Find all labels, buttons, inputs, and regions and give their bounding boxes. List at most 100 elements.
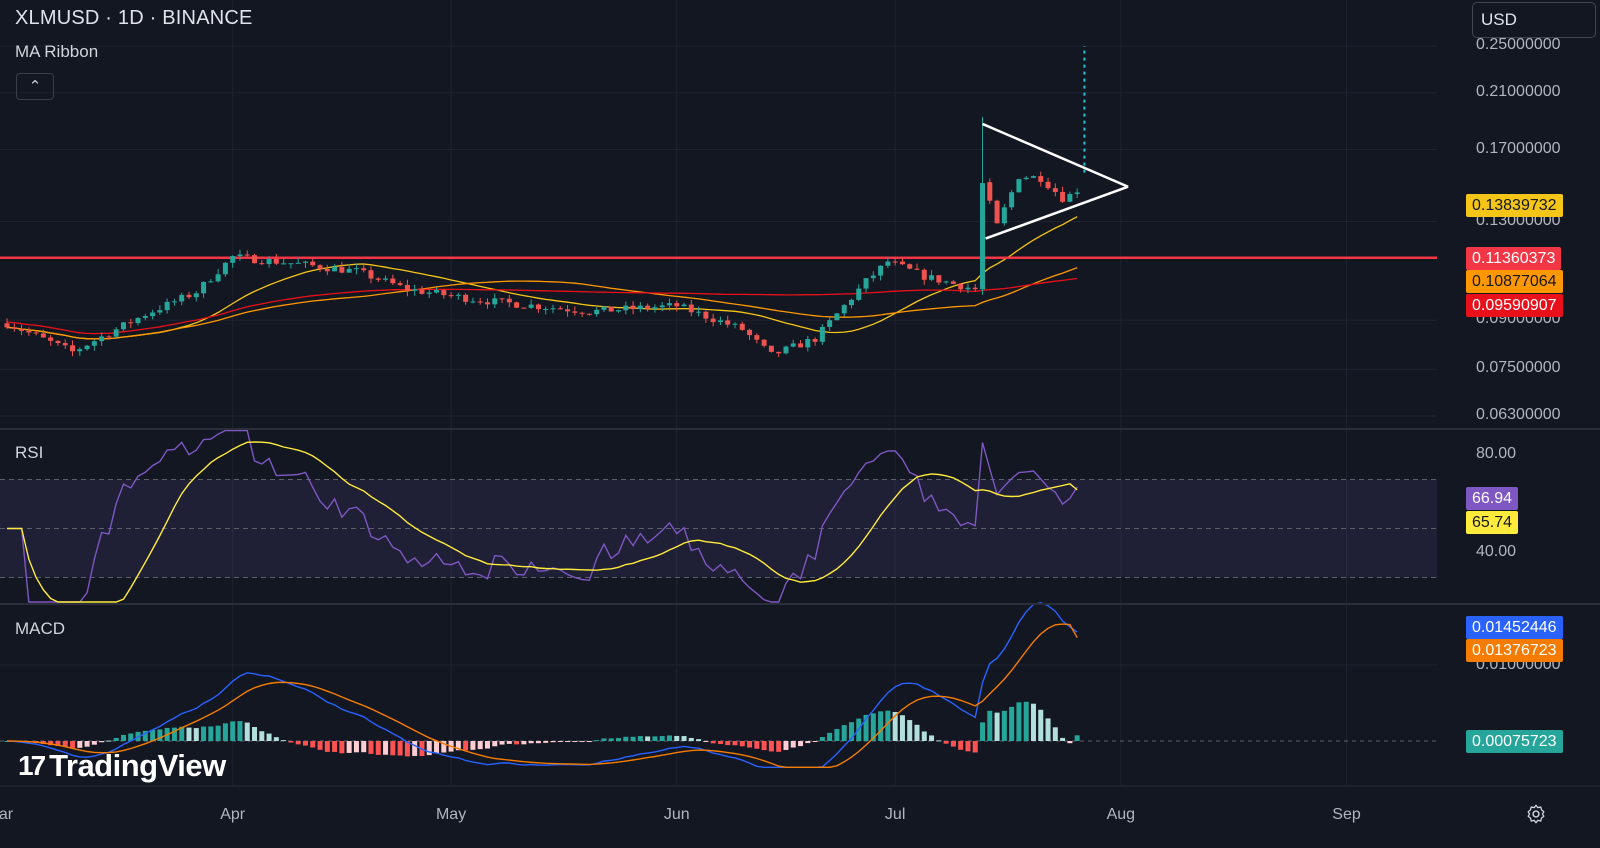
macd-histogram-bar xyxy=(55,741,61,747)
macd-histogram-bar xyxy=(943,741,949,744)
triangle-pattern xyxy=(982,46,1129,240)
macd-histogram-bar xyxy=(535,741,541,744)
price-tick-label: 0.17000000 xyxy=(1476,139,1561,157)
macd-histogram-bar xyxy=(288,741,294,743)
currency-select[interactable]: USD xyxy=(1472,2,1596,38)
macd-histogram-bar xyxy=(1074,735,1080,741)
price-tick-label: 0.25000000 xyxy=(1476,36,1561,53)
candle-body xyxy=(739,323,745,330)
macd-histogram-bar xyxy=(659,736,665,741)
macd-histogram-bar xyxy=(841,725,847,741)
pane-separators xyxy=(0,428,1600,787)
macd-histogram-bar xyxy=(601,738,607,741)
price-tick-label: 0.07500000 xyxy=(1476,359,1561,377)
candle-body xyxy=(1016,179,1022,193)
candle-body xyxy=(11,327,17,329)
macd-histogram-bar xyxy=(361,741,367,753)
candle-body xyxy=(878,265,884,276)
month-label[interactable]: Jul xyxy=(884,806,906,823)
candle-body xyxy=(514,302,520,308)
triangle-upper-line xyxy=(982,122,1129,188)
macd-histogram-bar xyxy=(222,723,228,741)
grid-lines xyxy=(0,0,1437,785)
candle-body xyxy=(710,318,716,323)
macd-histogram-bar xyxy=(208,726,214,741)
candle-body xyxy=(1060,191,1066,202)
candle-body xyxy=(215,274,221,282)
candle-body xyxy=(455,294,461,296)
month-label[interactable]: Sep xyxy=(1332,806,1361,823)
candle-body xyxy=(637,305,643,310)
macd-histogram-bar xyxy=(907,720,913,741)
price-badge: 0.10877064 xyxy=(1466,270,1563,293)
macd-histogram-bar xyxy=(761,741,767,751)
candle-body xyxy=(339,266,345,273)
candle-body xyxy=(142,316,148,318)
ma-mid-line xyxy=(6,267,1078,340)
macd-histogram-bar xyxy=(637,736,643,741)
month-label[interactable]: May xyxy=(435,806,467,823)
macd-histogram-bar xyxy=(484,741,490,749)
macd-line xyxy=(6,601,1078,768)
rsi-line xyxy=(7,429,1078,603)
collapse-indicators-button[interactable]: ⌃ xyxy=(16,73,54,100)
candle-body xyxy=(390,278,396,284)
macd-histogram-bar xyxy=(339,741,345,754)
candle-body xyxy=(550,308,556,310)
candle-body xyxy=(965,287,971,290)
candle-body xyxy=(674,303,680,307)
macd-histogram-bar xyxy=(230,721,236,741)
candle-body xyxy=(768,345,774,352)
month-label[interactable]: ar xyxy=(0,806,14,823)
candle-body xyxy=(929,275,935,280)
macd-histogram-bar xyxy=(550,741,556,743)
macd-histogram-bar xyxy=(99,741,105,743)
chevron-up-icon: ⌃ xyxy=(28,78,42,95)
macd-histogram-bar xyxy=(1009,706,1015,741)
candle-body xyxy=(48,337,54,341)
month-label[interactable]: Aug xyxy=(1106,806,1136,823)
candle-body xyxy=(346,268,352,273)
candle-body xyxy=(113,329,119,337)
candle-body xyxy=(477,301,483,303)
candle-body xyxy=(819,326,825,342)
candle-body xyxy=(244,254,250,256)
candle-body xyxy=(19,328,25,331)
macd-histogram-bar xyxy=(128,733,134,741)
signal-line xyxy=(6,623,1078,768)
rsi-band xyxy=(0,479,1437,578)
ma-slow-line xyxy=(6,277,1078,335)
macd-histogram-bar xyxy=(885,710,891,741)
macd-histogram-bar xyxy=(48,741,54,746)
chart-title: XLMUSD · 1D · BINANCE xyxy=(15,7,253,29)
candle-body xyxy=(834,313,840,321)
ma-ribbon xyxy=(6,216,1078,340)
currency-value: USD xyxy=(1481,10,1517,29)
month-label[interactable]: Jun xyxy=(663,806,690,823)
macd-histogram-bar xyxy=(477,741,483,750)
candle-body xyxy=(237,254,243,257)
macd-histogram-bar xyxy=(543,741,549,743)
macd-histogram-bar xyxy=(346,741,352,753)
macd-histogram-bar xyxy=(739,741,745,747)
macd-histogram-bar xyxy=(710,741,716,744)
candle-body xyxy=(317,265,323,269)
price-badge: 0.13839732 xyxy=(1466,193,1563,217)
candle-body xyxy=(164,301,170,311)
rsi-tick-label: 40.00 xyxy=(1476,543,1517,560)
macd-histogram-bar xyxy=(929,735,935,741)
candle-body xyxy=(441,290,447,296)
macd-histogram-bar xyxy=(375,741,381,755)
macd-histogram-bar xyxy=(397,741,403,756)
rsi-tick-label: 80.00 xyxy=(1476,445,1517,462)
macd-histogram-bar xyxy=(848,722,854,741)
month-label[interactable]: Apr xyxy=(220,806,246,823)
candle-body xyxy=(150,312,156,317)
candle-body xyxy=(594,309,600,315)
candle-body xyxy=(1023,177,1029,180)
candle-body xyxy=(70,345,76,352)
candle-body xyxy=(543,309,549,311)
candle-body xyxy=(40,333,46,338)
gear-icon[interactable] xyxy=(1525,803,1547,825)
